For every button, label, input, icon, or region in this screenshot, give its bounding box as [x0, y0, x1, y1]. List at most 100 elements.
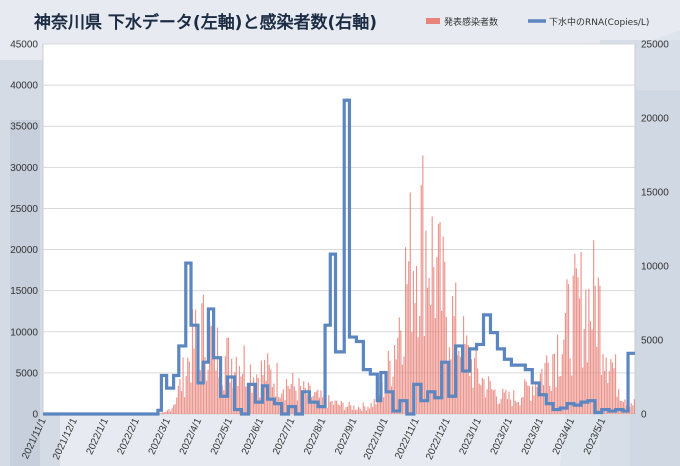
- cases-bar: [376, 392, 378, 414]
- cases-bar: [171, 408, 173, 414]
- cases-bar: [602, 353, 604, 414]
- left-tick-label: 0: [32, 410, 38, 421]
- cases-bar: [494, 389, 496, 414]
- cases-bar: [525, 381, 527, 414]
- cases-bar: [386, 380, 388, 414]
- cases-bar: [345, 407, 347, 414]
- cases-bar: [350, 405, 352, 414]
- cases-bar: [343, 410, 346, 414]
- cases-bar: [611, 362, 614, 414]
- cases-bar: [267, 353, 269, 414]
- cases-bar: [506, 399, 509, 414]
- left-tick-label: 45000: [10, 40, 38, 51]
- cases-bar: [370, 402, 372, 414]
- cases-bar: [571, 375, 573, 414]
- cases-bar: [238, 366, 241, 414]
- right-tick-label: 25000: [641, 40, 669, 51]
- cases-bar: [491, 389, 493, 414]
- cases-bar: [519, 405, 521, 414]
- cases-bar: [533, 395, 535, 414]
- cases-bar: [310, 397, 313, 414]
- cases-bar: [547, 362, 549, 414]
- cases-bar: [426, 287, 429, 414]
- cases-bar: [415, 265, 418, 414]
- cases-bar: [400, 330, 402, 414]
- cases-bar: [367, 406, 369, 414]
- cases-bar: [555, 387, 557, 414]
- cases-bar: [420, 185, 422, 414]
- right-tick-label: 10000: [641, 262, 669, 273]
- cases-bar: [417, 337, 419, 414]
- cases-bar: [268, 364, 270, 414]
- cases-bar: [470, 359, 472, 414]
- cases-bar: [215, 370, 217, 414]
- cases-bar: [433, 267, 435, 414]
- cases-bar: [351, 409, 353, 414]
- cases-bar: [169, 411, 172, 414]
- cases-bar: [604, 370, 606, 414]
- cases-bar: [165, 411, 167, 414]
- cases-bar: [583, 329, 585, 414]
- right-tick-label: 5000: [641, 336, 664, 347]
- cases-bar: [340, 400, 342, 414]
- cases-bar: [600, 374, 603, 414]
- cases-bar: [278, 396, 280, 414]
- cases-bar: [182, 357, 184, 414]
- cases-bar: [298, 378, 300, 414]
- left-tick-label: 20000: [10, 245, 38, 256]
- left-tick-label: 30000: [10, 163, 38, 174]
- cases-bar: [240, 376, 242, 414]
- cases-bar: [582, 367, 584, 414]
- left-tick-label: 25000: [10, 204, 38, 215]
- x-tick-label: 2022/4/1: [178, 416, 205, 456]
- cases-bar: [586, 362, 588, 414]
- cases-bar: [509, 399, 512, 414]
- cases-bar: [616, 396, 618, 414]
- cases-bar: [356, 409, 358, 414]
- cases-bar: [282, 389, 284, 414]
- cases-bar: [401, 364, 404, 414]
- x-tick-label: 2022/12/1: [424, 416, 453, 461]
- x-tick-label: 2023/5/1: [582, 416, 609, 456]
- cases-bar: [290, 384, 292, 414]
- cases-bar: [158, 413, 161, 414]
- cases-bar: [580, 252, 582, 414]
- cases-bar: [304, 388, 306, 414]
- cases-bar: [389, 360, 391, 414]
- cases-bar: [375, 404, 377, 414]
- cases-bar: [458, 350, 460, 414]
- cases-bar: [495, 396, 498, 414]
- cases-bar: [575, 268, 577, 414]
- cases-bar: [511, 406, 513, 414]
- cases-bar: [205, 380, 208, 414]
- cases-bar: [456, 355, 458, 414]
- cases-bar: [445, 316, 447, 414]
- cases-bar: [522, 396, 524, 414]
- cases-bar: [212, 331, 214, 414]
- cases-bar: [378, 395, 380, 414]
- cases-bar: [357, 406, 360, 414]
- cases-bar: [561, 354, 563, 414]
- x-tick-label: 2022/11/1: [393, 416, 422, 461]
- cases-bar: [500, 398, 502, 414]
- cases-bar: [480, 385, 482, 414]
- cases-bar: [478, 383, 480, 414]
- x-tick-label: 2022/3/1: [147, 416, 174, 456]
- right-axis-ticks: 0 5000 10000 15000 20000 25000: [641, 40, 669, 421]
- cases-bar: [452, 295, 454, 414]
- cases-bar: [406, 284, 408, 414]
- cases-bar: [354, 409, 357, 414]
- cases-bar: [419, 316, 421, 414]
- cases-bar: [553, 353, 556, 414]
- right-tick-label: 20000: [641, 114, 669, 125]
- cases-bar: [373, 399, 375, 414]
- cases-bar: [516, 402, 518, 414]
- x-tick-label: 2023/1/1: [458, 416, 485, 456]
- cases-bar: [563, 339, 565, 414]
- cases-bar: [176, 397, 178, 414]
- cases-bar: [564, 313, 567, 414]
- cases-bar: [517, 401, 519, 414]
- cases-bar: [599, 285, 601, 414]
